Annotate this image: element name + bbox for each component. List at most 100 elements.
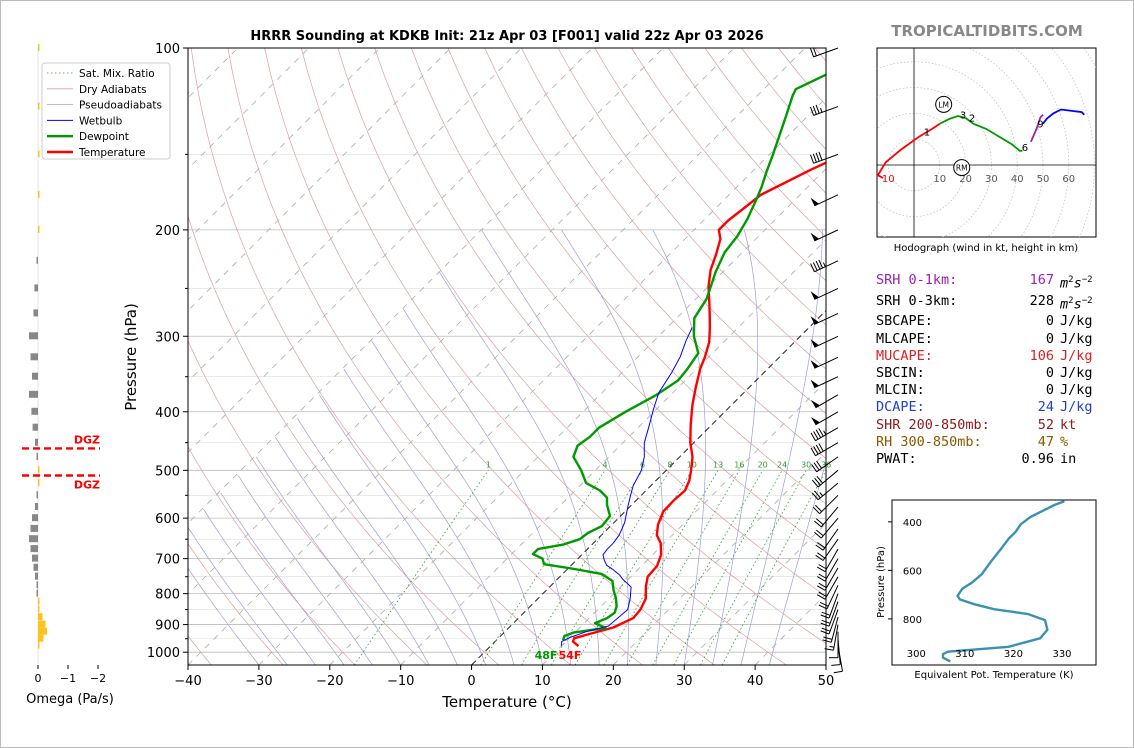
y-tick-label: 400 — [155, 406, 180, 421]
stat-row: SBCIN: 0 J/kg — [876, 365, 1126, 382]
stat-row: SHR 200-850mb: 52 kt — [876, 417, 1126, 434]
mixing-ratio-label: 8 — [667, 460, 672, 469]
barb-full — [820, 630, 830, 635]
stat-label: SBCAPE: — [876, 313, 933, 330]
stat-label: MLCAPE: — [876, 330, 933, 347]
omega-bar — [36, 452, 38, 460]
barb-full — [819, 601, 829, 607]
omega-bar — [31, 407, 38, 415]
barb-full — [811, 492, 819, 501]
x-axis-label: Temperature (°C) — [441, 693, 571, 711]
omega-panel: DGZ DGZ 0 −1 −2 Omega (Pa/s) — [22, 44, 114, 707]
stat-row: PWAT: 0.96 in — [876, 451, 1126, 468]
y-tick-label: 200 — [155, 224, 180, 239]
wind-barb — [810, 194, 839, 207]
hodograph-frame — [876, 47, 1097, 238]
omega-bar — [30, 545, 38, 553]
y-tick-label: 300 — [155, 330, 180, 345]
barb-full — [818, 151, 823, 161]
barb-full — [815, 444, 822, 453]
omega-bar — [34, 284, 38, 292]
barb-full — [813, 431, 819, 440]
wind-barb — [814, 506, 839, 528]
stat-unit: % — [1060, 433, 1069, 450]
stat-value: 24 — [1037, 399, 1054, 416]
barb-half — [820, 107, 823, 113]
barb-staff — [824, 558, 839, 582]
mixing-ratio-line — [574, 470, 693, 665]
stat-unit: m2s−2 — [1060, 295, 1093, 313]
hodo-ring-label: 60 — [1062, 174, 1075, 185]
mixing-ratio-line — [353, 470, 489, 665]
omega-bar — [38, 466, 40, 474]
barb-full — [818, 591, 827, 598]
stat-unit: J/kg — [1060, 399, 1093, 416]
surface-temp-label: 54F — [559, 649, 582, 662]
stat-row: MLCAPE: 0 J/kg — [876, 331, 1126, 348]
x-tick-label: −10 — [387, 674, 414, 689]
barb-flag — [810, 360, 819, 369]
wind-barb — [810, 104, 839, 116]
moist-adiabat-line — [188, 526, 288, 665]
stat-label: PWAT: — [876, 451, 917, 468]
barb-full — [810, 48, 815, 58]
barb-full — [822, 639, 832, 643]
barb-full — [814, 520, 822, 528]
barb-staff — [828, 601, 839, 627]
stat-value: 52 — [1037, 416, 1054, 433]
barb-full — [812, 47, 817, 57]
omega-bar — [29, 390, 38, 398]
barb-full — [810, 432, 816, 441]
barb-staff — [826, 585, 839, 610]
theta-e-y-tick-label: 800 — [903, 615, 922, 626]
barb-full — [815, 104, 820, 114]
mixing-ratio-line — [603, 470, 719, 665]
barb-full — [812, 506, 820, 515]
wind-barb — [815, 528, 839, 551]
barb-staff — [817, 469, 839, 488]
hodo-ring-label: 30 — [985, 174, 998, 185]
storm-motion-label: RM — [956, 164, 968, 173]
barb-full — [810, 263, 815, 273]
stat-label: SRH 0-1km: — [876, 272, 958, 288]
dry-adiabat-line — [227, 48, 643, 665]
dry-adiabat-line — [374, 48, 826, 597]
omega-bar — [35, 438, 38, 446]
dry-adiabat-line — [188, 446, 356, 665]
wind-barb — [812, 494, 839, 515]
theta-e-y-tick-label: 400 — [903, 518, 922, 529]
stat-unit: kt — [1060, 416, 1077, 433]
barb-full — [833, 670, 843, 674]
omega-bar — [36, 491, 38, 499]
stat-value: 0 — [1045, 382, 1054, 399]
stat-value: 106 — [1029, 347, 1054, 364]
wind-barb — [820, 593, 839, 619]
barb-full — [818, 573, 827, 579]
barb-full — [815, 544, 824, 551]
stat-row: RH 300-850mb: 47% — [876, 434, 1126, 451]
dry-adiabat-line — [337, 48, 826, 645]
barb-staff — [824, 567, 839, 591]
barb-staff — [828, 609, 839, 635]
legend-label: Dry Adiabats — [79, 84, 147, 96]
mixing-ratio-label: 16 — [734, 460, 744, 469]
hodo-segment — [1030, 114, 1044, 143]
barb-full — [820, 622, 830, 627]
skewt-axes: −40 −30 −20 −10 0 10 20 30 40 50 100 200 300 400 500 60… — [147, 42, 834, 689]
barb-full — [821, 619, 831, 624]
barb-full — [812, 262, 818, 271]
moist-adiabat-line — [256, 456, 401, 665]
wind-barb — [811, 482, 839, 501]
wind-barb — [810, 442, 839, 457]
stat-row: SRH 0-3km: 228 m2s−2 — [876, 293, 1126, 314]
x-tick-label: 50 — [818, 674, 835, 689]
wind-barb — [824, 624, 839, 651]
barb-flag — [810, 339, 819, 348]
stat-unit: J/kg — [1060, 330, 1093, 347]
hodo-height-label: 1 — [924, 127, 930, 138]
barb-flag — [810, 379, 819, 388]
wind-barb — [814, 517, 839, 539]
omega-bar — [32, 423, 38, 431]
barb-staff — [813, 47, 839, 58]
moist-adiabat-line — [768, 460, 826, 665]
